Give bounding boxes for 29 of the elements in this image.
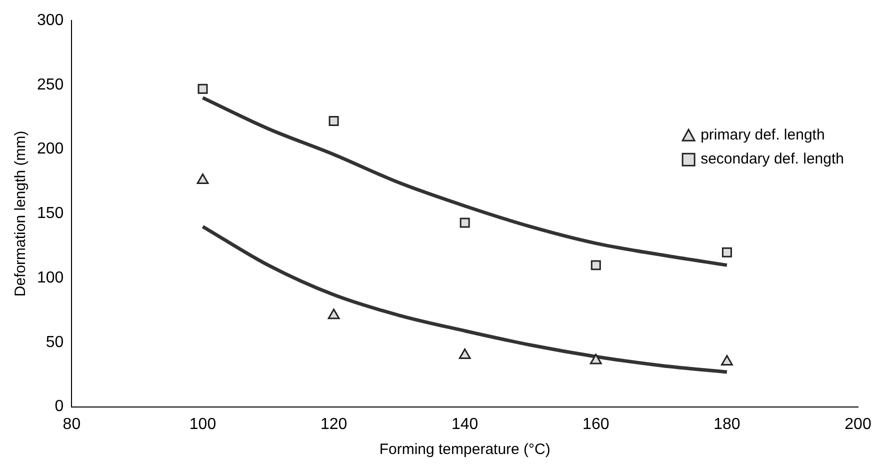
point bbox=[198, 84, 208, 94]
y-tick-label: 250 bbox=[36, 76, 64, 94]
point bbox=[721, 354, 733, 366]
y-axis-title: Deformation length (mm) bbox=[12, 130, 30, 297]
x-tick-label: 140 bbox=[451, 416, 478, 433]
point bbox=[328, 308, 340, 320]
legend-label: primary def. length bbox=[700, 126, 825, 144]
line-series bbox=[200, 224, 729, 374]
x-tick-label: 180 bbox=[714, 416, 740, 433]
point bbox=[722, 247, 732, 258]
y-tick-label: 150 bbox=[36, 205, 64, 222]
point bbox=[590, 260, 601, 270]
x-tick-label: 200 bbox=[844, 416, 872, 433]
point bbox=[328, 116, 339, 126]
y-tick-label: 200 bbox=[36, 140, 64, 158]
x-tick-label: 120 bbox=[320, 416, 348, 433]
x-tick-label: 160 bbox=[582, 416, 610, 433]
point bbox=[590, 354, 602, 364]
x-axis-title: Forming temperature (°C) bbox=[379, 441, 550, 458]
point bbox=[460, 218, 470, 228]
x-tick-label: 80 bbox=[62, 416, 81, 433]
point bbox=[196, 173, 209, 184]
y-tick-label: 300 bbox=[36, 12, 64, 30]
y-tick-label: 0 bbox=[54, 398, 64, 416]
point bbox=[458, 348, 471, 360]
y-tick-label: 100 bbox=[36, 269, 64, 286]
legend-label: secondary def. length bbox=[700, 150, 844, 168]
y-tick-label: 50 bbox=[46, 334, 64, 351]
x-tick-label: 100 bbox=[189, 416, 216, 433]
